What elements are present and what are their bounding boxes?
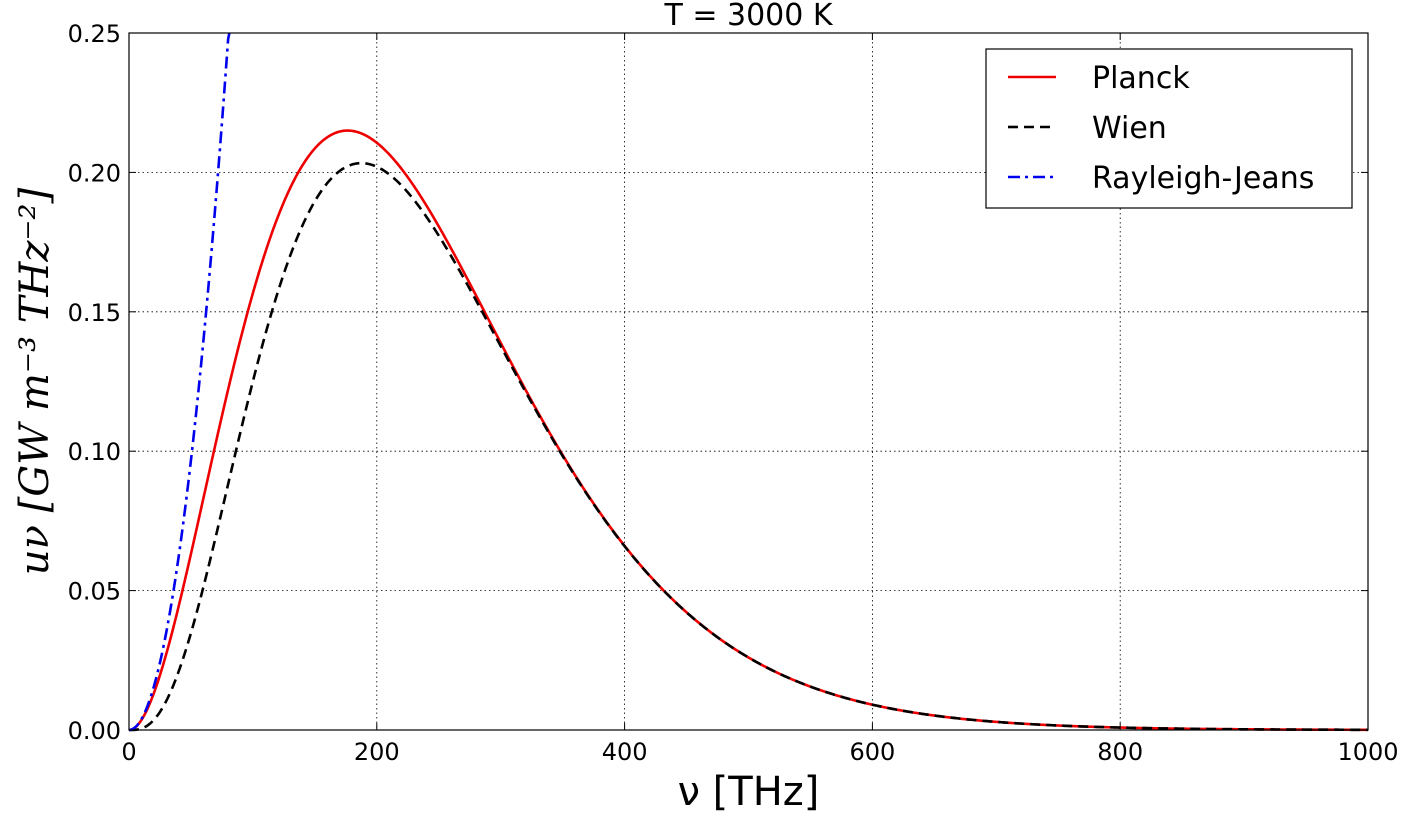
x-tick-label: 400 xyxy=(602,738,648,766)
series-line-wien xyxy=(129,161,1369,732)
x-tick-label: 200 xyxy=(354,738,400,766)
series-layer xyxy=(128,32,1369,732)
grid xyxy=(129,33,1368,730)
y-axis-label: uν [GW m⁻³ THz⁻²] xyxy=(12,187,58,575)
y-tick-label: 0.15 xyxy=(68,299,121,327)
ticks: 0 200 400 600 800 1000 0.00 0.05 0.10 0.15 0.20 0.2… xyxy=(68,20,1399,766)
legend-box xyxy=(985,48,1353,209)
x-axis-label: ν [THz] xyxy=(678,769,820,814)
legend-entry-label: Wien xyxy=(1092,111,1167,146)
x-tick-label: 600 xyxy=(849,738,895,766)
x-tick-label: 1000 xyxy=(1337,738,1398,766)
x-tick-label: 0 xyxy=(121,738,136,766)
y-tick-label: 0.10 xyxy=(68,438,121,466)
y-tick-label: 0.00 xyxy=(68,717,121,745)
x-tick-label: 800 xyxy=(1097,738,1143,766)
chart-title: T = 3000 K xyxy=(663,0,833,33)
legend-entry-label: Rayleigh-Jeans xyxy=(1092,161,1314,196)
y-tick-label: 0.20 xyxy=(68,159,121,187)
axes-frame xyxy=(128,32,1369,731)
y-tick-label: 0.05 xyxy=(68,578,121,606)
series-line-rayleigh-jeans xyxy=(128,32,231,732)
legend: Planck Wien Rayleigh-Jeans xyxy=(985,48,1353,209)
legend-entry-label: Planck xyxy=(1092,61,1190,96)
y-tick-label: 0.25 xyxy=(68,20,121,48)
